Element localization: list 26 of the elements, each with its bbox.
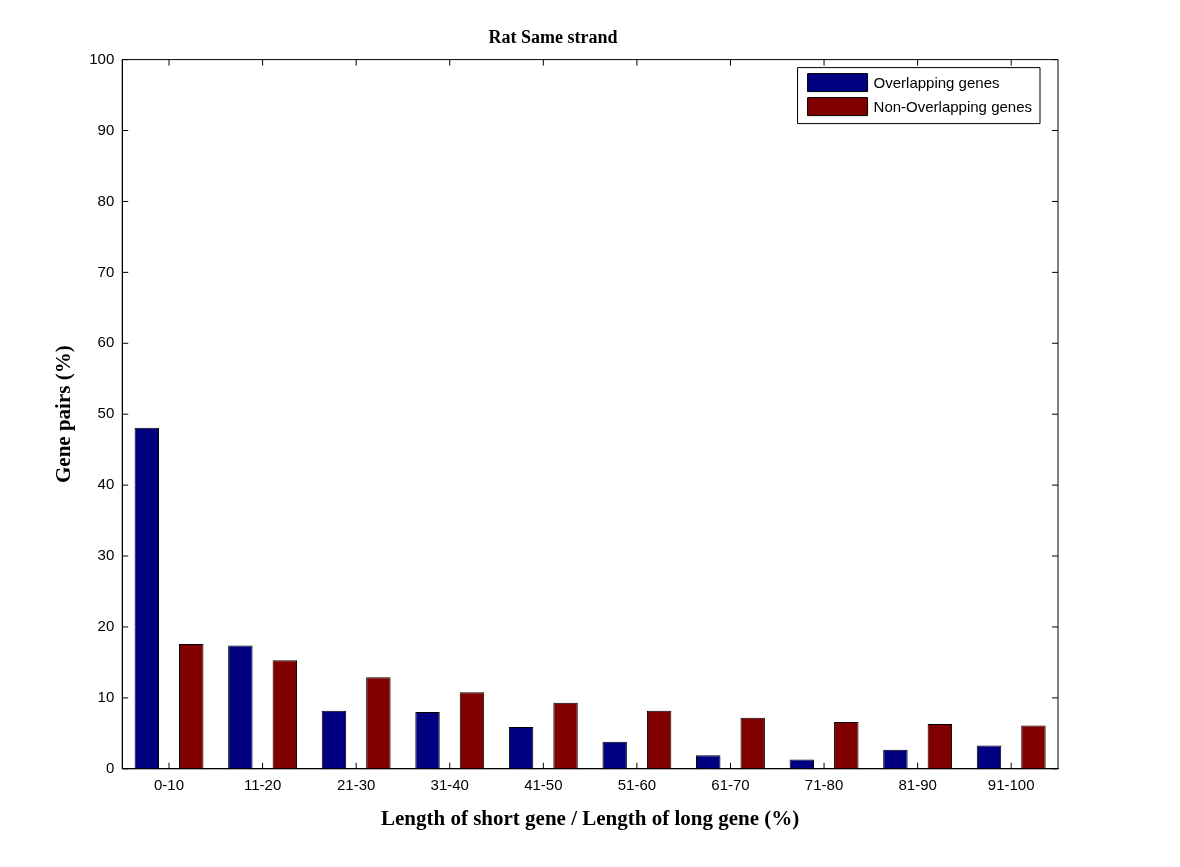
y-tick-label: 10: [97, 688, 115, 706]
x-tick-label: 71-80: [804, 775, 844, 793]
y-tick-label: 60: [97, 333, 115, 351]
x-tick-label: 31-40: [430, 775, 469, 793]
y-tick-label: 50: [97, 404, 115, 422]
chart-title: Rat Same strand: [488, 27, 618, 48]
x-tick-label: 51-60: [617, 775, 657, 793]
x-tick-label: 21-30: [336, 775, 376, 793]
y-tick-label: 0: [105, 758, 115, 776]
y-tick-label: 30: [97, 546, 115, 564]
x-tick-label: 0-10: [154, 775, 185, 793]
y-tick-label: 40: [97, 475, 115, 493]
x-tick-label: 61-70: [711, 775, 750, 793]
x-tick-label: 11-20: [243, 775, 282, 793]
legend-label: Overlapping genes: [873, 73, 1000, 91]
y-tick-label: 20: [97, 617, 115, 635]
y-axis-title: Gene pairs (%): [51, 345, 76, 484]
y-tick-label: 80: [97, 191, 115, 209]
x-tick-label: 41-50: [524, 775, 563, 793]
legend-label: Non-Overlapping genes: [873, 97, 1033, 115]
y-tick-label: 70: [97, 262, 115, 280]
y-tick-label: 90: [97, 120, 115, 138]
y-tick-label: 100: [89, 49, 115, 67]
x-tick-label: 81-90: [898, 775, 937, 793]
x-axis-title: Length of short gene / Length of long gene (%): [380, 805, 800, 830]
x-tick-label: 91-100: [987, 775, 1035, 793]
